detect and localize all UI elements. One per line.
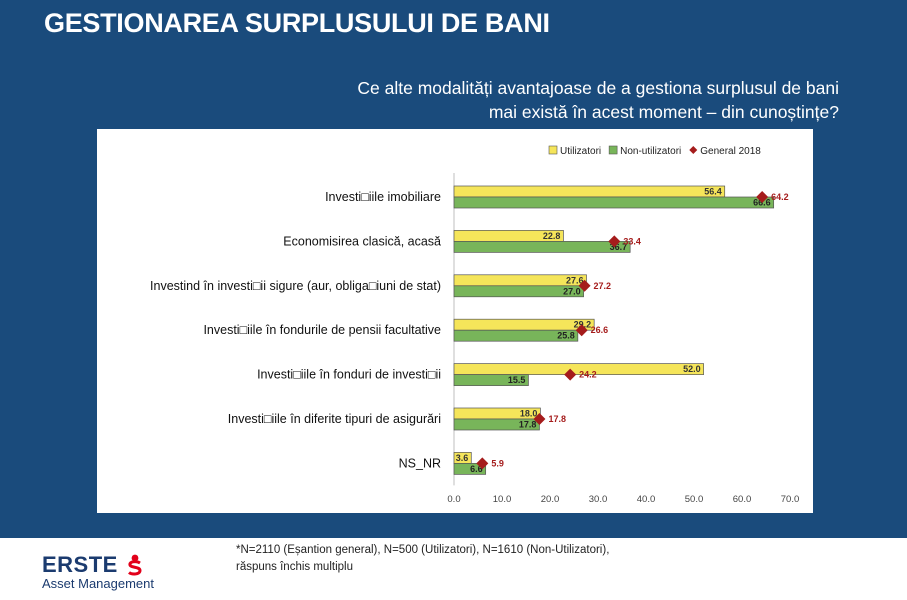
value-label-general-2018: 5.9 bbox=[491, 458, 504, 468]
marker-general-2018 bbox=[756, 191, 769, 203]
bar-chart: Utilizatori Non-utilizatori General 2018 In… bbox=[150, 145, 800, 505]
legend-label-2: General 2018 bbox=[700, 146, 761, 157]
value-label-non-utilizatori: 17.8 bbox=[519, 420, 537, 430]
value-label-utilizatori: 52.0 bbox=[683, 364, 701, 374]
legend-swatch-1 bbox=[608, 145, 618, 155]
x-tick-label: 50.0 bbox=[685, 494, 704, 505]
logo-brand-text: ERSTE bbox=[42, 552, 118, 577]
chart-panel: Utilizatori Non-utilizatori General 2018 In… bbox=[97, 129, 813, 513]
slide-title: GESTIONAREA SURPLUSULUI DE BANI bbox=[44, 8, 550, 38]
erste-logo: ERSTE Asset Management bbox=[42, 552, 154, 591]
value-label-general-2018: 33.4 bbox=[623, 236, 641, 246]
category-label: NS_NR bbox=[399, 456, 441, 470]
value-label-non-utilizatori: 6.6 bbox=[470, 464, 483, 474]
marker-general-2018 bbox=[533, 413, 546, 425]
marker-general-2018 bbox=[564, 368, 577, 381]
x-tick-label: 20.0 bbox=[541, 494, 560, 505]
value-label-non-utilizatori: 25.8 bbox=[557, 331, 575, 341]
question-line-2: mai există în acest moment – din cunoști… bbox=[488, 102, 839, 122]
bar-non-utilizatori bbox=[453, 374, 529, 386]
value-label-utilizatori: 22.8 bbox=[543, 231, 561, 241]
category-label: Economisirea clasică, acasă bbox=[283, 234, 441, 248]
category-label: Investi□iile în diferite tipuri de asigu… bbox=[228, 412, 441, 426]
x-tick-label: 0.0 bbox=[447, 494, 460, 505]
value-label-utilizatori: 18.0 bbox=[520, 409, 538, 419]
bar-non-utilizatori bbox=[453, 329, 579, 342]
footnote: *N=2110 (Eșantion general), N=500 (Utili… bbox=[236, 542, 609, 576]
value-label-general-2018: 27.2 bbox=[594, 281, 612, 291]
value-label-utilizatori: 56.4 bbox=[704, 187, 722, 197]
value-label-non-utilizatori: 36.7 bbox=[610, 242, 628, 252]
value-label-non-utilizatori: 15.5 bbox=[508, 375, 526, 385]
marker-general-2018 bbox=[608, 235, 621, 248]
value-label-general-2018: 17.8 bbox=[548, 414, 566, 424]
value-label-non-utilizatori: 27.0 bbox=[563, 286, 581, 296]
legend-marker-2 bbox=[689, 146, 698, 154]
x-tick-label: 30.0 bbox=[589, 494, 608, 505]
question-line-1: Ce alte modalități avantajoase de a gest… bbox=[357, 78, 839, 98]
bar-non-utilizatori bbox=[453, 463, 487, 475]
marker-general-2018 bbox=[578, 279, 591, 292]
x-tick-label: 60.0 bbox=[733, 494, 752, 505]
category-label: Investi□iile imobiliare bbox=[325, 190, 441, 204]
legend-swatch-0 bbox=[548, 145, 558, 155]
bar-non-utilizatori bbox=[453, 285, 584, 298]
value-label-general-2018: 24.2 bbox=[579, 370, 597, 380]
value-label-utilizatori: 3.6 bbox=[456, 453, 469, 463]
logo-subtitle: Asset Management bbox=[42, 576, 155, 591]
bar-utilizatori bbox=[453, 363, 704, 375]
x-tick-label: 10.0 bbox=[493, 494, 512, 505]
category-label: Investind în investi□ii sigure (aur, obl… bbox=[150, 279, 441, 293]
footnote-line-1: *N=2110 (Eșantion general), N=500 (Utili… bbox=[236, 544, 610, 556]
category-label: Investi□iile în fonduri de investi□ii bbox=[257, 368, 441, 382]
value-label-utilizatori: 29.2 bbox=[574, 320, 592, 330]
bar-utilizatori bbox=[453, 185, 726, 198]
marker-general-2018 bbox=[476, 457, 489, 470]
value-label-general-2018: 64.2 bbox=[771, 192, 789, 202]
value-label-general-2018: 26.6 bbox=[591, 325, 609, 335]
marker-general-2018 bbox=[575, 324, 588, 337]
erste-s-icon bbox=[128, 554, 142, 576]
x-tick-label: 70.0 bbox=[781, 494, 800, 505]
survey-question: Ce alte modalități avantajoase de a gest… bbox=[357, 76, 839, 124]
bar-non-utilizatori bbox=[453, 241, 631, 253]
legend-label-0: Utilizatori bbox=[560, 146, 601, 157]
x-tick-label: 40.0 bbox=[637, 494, 656, 505]
value-label-utilizatori: 27.6 bbox=[566, 275, 584, 285]
bar-non-utilizatori bbox=[453, 196, 775, 209]
category-label: Investi□iile în fondurile de pensii facu… bbox=[203, 323, 441, 337]
footnote-line-2: răspuns închis multiplu bbox=[236, 561, 353, 573]
legend-label-1: Non-utilizatori bbox=[620, 146, 681, 157]
